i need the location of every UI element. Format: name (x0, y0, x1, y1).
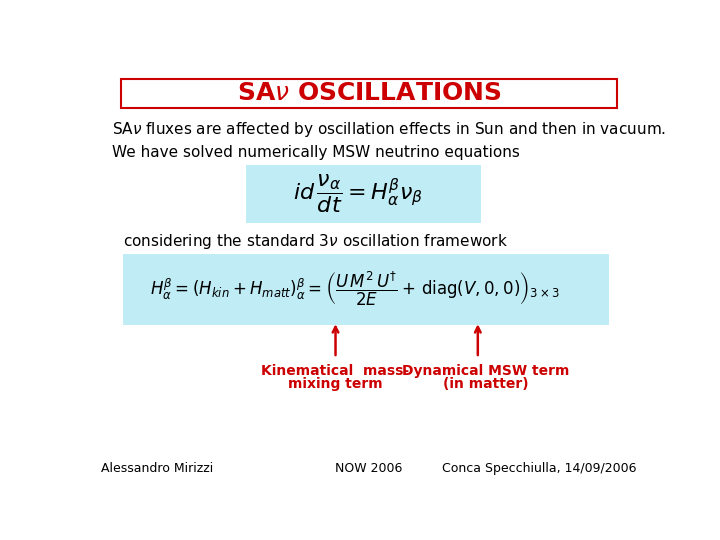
Text: (in matter): (in matter) (444, 377, 529, 392)
Text: SA$\nu$ fluxes are affected by oscillation effects in Sun and then in vacuum.: SA$\nu$ fluxes are affected by oscillati… (112, 120, 667, 139)
FancyBboxPatch shape (124, 254, 609, 325)
Text: Dynamical MSW term: Dynamical MSW term (402, 364, 570, 378)
Text: considering the standard 3$\nu$ oscillation framework: considering the standard 3$\nu$ oscillat… (124, 232, 508, 251)
Text: SA$\nu$ OSCILLATIONS: SA$\nu$ OSCILLATIONS (237, 81, 501, 105)
Text: $id\,\dfrac{\nu_{\alpha}}{dt} = H_{\alpha}^{\beta}\nu_{\beta}$: $id\,\dfrac{\nu_{\alpha}}{dt} = H_{\alph… (293, 172, 423, 215)
Text: We have solved numerically MSW neutrino equations: We have solved numerically MSW neutrino … (112, 145, 520, 160)
Text: Alessandro Mirizzi: Alessandro Mirizzi (101, 462, 213, 475)
Text: $H_{\alpha}^{\beta} = \left(H_{kin} + H_{matt}\right)_{\alpha}^{\beta} = \left(\: $H_{\alpha}^{\beta} = \left(H_{kin} + H_… (150, 270, 560, 308)
Text: mixing term: mixing term (288, 377, 383, 392)
FancyBboxPatch shape (246, 165, 481, 223)
Text: Kinematical  mass-: Kinematical mass- (261, 364, 410, 378)
Text: Conca Specchiulla, 14/09/2006: Conca Specchiulla, 14/09/2006 (442, 462, 637, 475)
FancyBboxPatch shape (121, 78, 617, 109)
Text: NOW 2006: NOW 2006 (336, 462, 402, 475)
